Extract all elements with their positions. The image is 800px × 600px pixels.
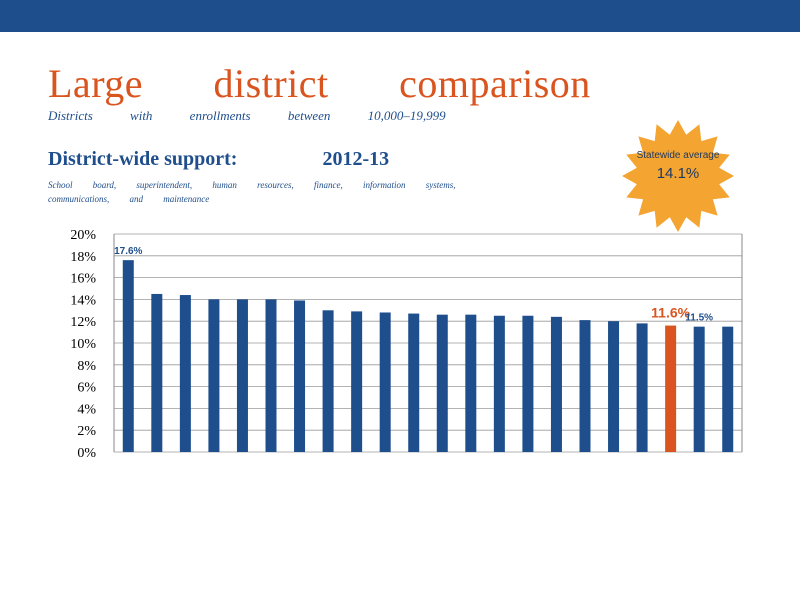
y-tick-label: 6%: [77, 381, 96, 396]
data-labels-layer: 17.6% 11.6%11.5%: [114, 246, 713, 323]
bar: [636, 323, 648, 452]
bar: [408, 313, 420, 452]
y-tick-label: 8%: [77, 359, 96, 374]
bar: [265, 299, 277, 452]
statewide-average-burst-icon: [622, 120, 734, 232]
burst-shape: [622, 120, 734, 232]
district-bar-chart: 17.6% 11.6%11.5% 0% 2% 4% 6% 8% 10% 12% 14% 16% 18…: [70, 228, 743, 461]
bar: [351, 311, 363, 452]
y-tick-labels: 0% 2% 4% 6% 8% 10% 12% 14% 16% 18% 20%: [70, 228, 96, 461]
bar: [550, 316, 562, 452]
data-label: 17.6%: [114, 246, 142, 257]
statewide-average-badge: Statewide average 14.1%: [618, 150, 738, 182]
top-banner: [0, 0, 800, 32]
data-label: 11.5%: [685, 313, 713, 324]
slide-title: Large district comparison: [48, 61, 591, 106]
y-tick-label: 4%: [77, 402, 96, 417]
bar: [693, 326, 705, 452]
section-detail: School board, superintendent, human reso…: [48, 180, 456, 204]
bar: [208, 299, 220, 452]
bar: [436, 314, 448, 452]
grid-layer: [113, 233, 743, 453]
bar: [722, 326, 734, 452]
section-heading-year: 2012-13: [322, 148, 390, 170]
bar: [379, 312, 391, 452]
y-tick-label: 2%: [77, 424, 96, 439]
section-heading-label: District-wide support:: [48, 148, 238, 170]
bar: [579, 320, 591, 452]
y-tick-label: 0%: [77, 446, 96, 461]
y-tick-label: 10%: [70, 337, 96, 352]
bar: [465, 314, 477, 452]
bar: [151, 293, 163, 452]
y-tick-label: 20%: [70, 228, 96, 243]
section-heading: District-wide support: 2012-13: [48, 148, 389, 171]
y-tick-label: 12%: [70, 315, 96, 330]
bars-layer: [122, 260, 734, 452]
bar: [608, 321, 620, 452]
data-label: 11.6%: [651, 305, 690, 321]
bar: [493, 315, 505, 452]
y-tick-label: 14%: [70, 293, 96, 308]
badge-label: Statewide average: [636, 150, 720, 161]
bar: [665, 325, 677, 452]
slide-subtitle: Districts with enrollments between 10,00…: [48, 108, 446, 123]
badge-value: 14.1%: [656, 165, 700, 182]
bar: [179, 295, 191, 452]
bar: [294, 300, 306, 452]
bar: [122, 260, 134, 452]
bar: [236, 299, 248, 452]
y-tick-label: 18%: [70, 250, 96, 265]
y-tick-label: 16%: [70, 272, 96, 287]
bar: [522, 315, 534, 452]
bar: [322, 310, 334, 452]
